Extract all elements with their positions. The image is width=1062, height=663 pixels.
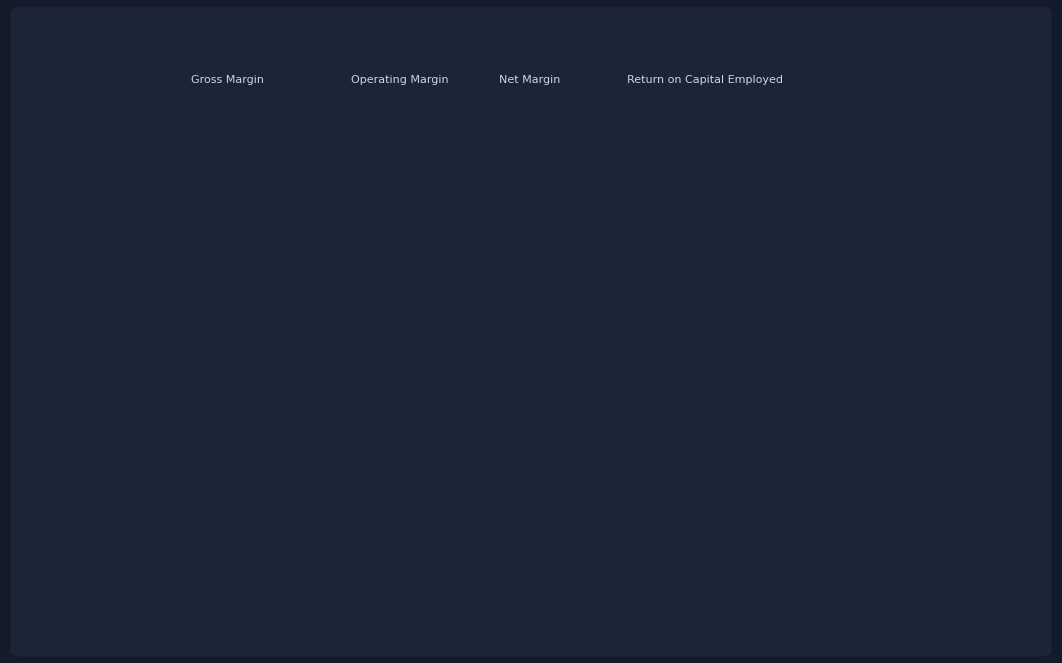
Bar — [352, 376, 362, 583]
Bar — [743, 465, 754, 583]
Bar — [692, 426, 703, 583]
Bar — [898, 415, 909, 583]
Bar — [640, 365, 651, 583]
Bar — [485, 409, 496, 583]
Bar — [682, 370, 692, 583]
Bar — [662, 454, 671, 583]
Bar — [599, 370, 610, 583]
Bar — [940, 415, 950, 583]
Bar — [651, 415, 662, 583]
Bar — [279, 499, 290, 583]
Bar — [703, 460, 713, 583]
Bar — [537, 460, 548, 583]
Text: Gross Margin: Gross Margin — [191, 75, 264, 85]
Bar — [620, 460, 630, 583]
Bar — [249, 499, 258, 583]
Bar — [310, 387, 321, 583]
Bar — [868, 465, 878, 583]
Bar — [372, 499, 382, 583]
Bar — [857, 443, 868, 583]
Bar — [826, 465, 837, 583]
Bar — [517, 365, 527, 583]
Bar — [321, 488, 331, 583]
Bar — [785, 460, 795, 583]
Bar — [909, 438, 920, 583]
Bar — [816, 443, 826, 583]
Bar — [145, 432, 155, 583]
Bar — [579, 460, 589, 583]
Bar — [444, 426, 455, 583]
Bar — [610, 415, 620, 583]
Bar — [568, 420, 579, 583]
Bar — [269, 398, 279, 583]
Bar — [238, 483, 249, 583]
Bar — [290, 516, 299, 583]
Bar — [227, 392, 238, 583]
Bar — [723, 365, 734, 583]
Text: Net Margin: Net Margin — [499, 75, 561, 85]
Bar — [155, 578, 166, 583]
Bar — [775, 432, 785, 583]
Bar — [981, 420, 992, 583]
Bar — [889, 347, 898, 583]
Bar — [558, 370, 568, 583]
Bar — [413, 488, 424, 583]
Text: Return on Capital Employed: Return on Capital Employed — [627, 75, 783, 85]
Bar — [765, 370, 775, 583]
Bar — [331, 505, 341, 583]
Bar — [847, 370, 857, 583]
Bar — [455, 449, 465, 583]
Bar — [207, 572, 218, 583]
Bar — [362, 483, 372, 583]
Text: + Ratios: + Ratios — [53, 32, 138, 50]
Bar — [734, 432, 743, 583]
Bar — [929, 336, 940, 583]
Bar — [196, 572, 207, 583]
Bar — [496, 449, 507, 583]
Bar — [476, 359, 485, 583]
Bar — [950, 438, 961, 583]
Bar — [393, 365, 404, 583]
Bar — [971, 336, 981, 583]
Bar — [527, 426, 537, 583]
Bar — [992, 443, 1001, 583]
Bar — [434, 370, 444, 583]
Bar — [186, 426, 196, 583]
Bar — [166, 578, 176, 583]
Bar — [806, 370, 816, 583]
Bar — [404, 471, 413, 583]
Text: Operating Margin: Operating Margin — [350, 75, 448, 85]
